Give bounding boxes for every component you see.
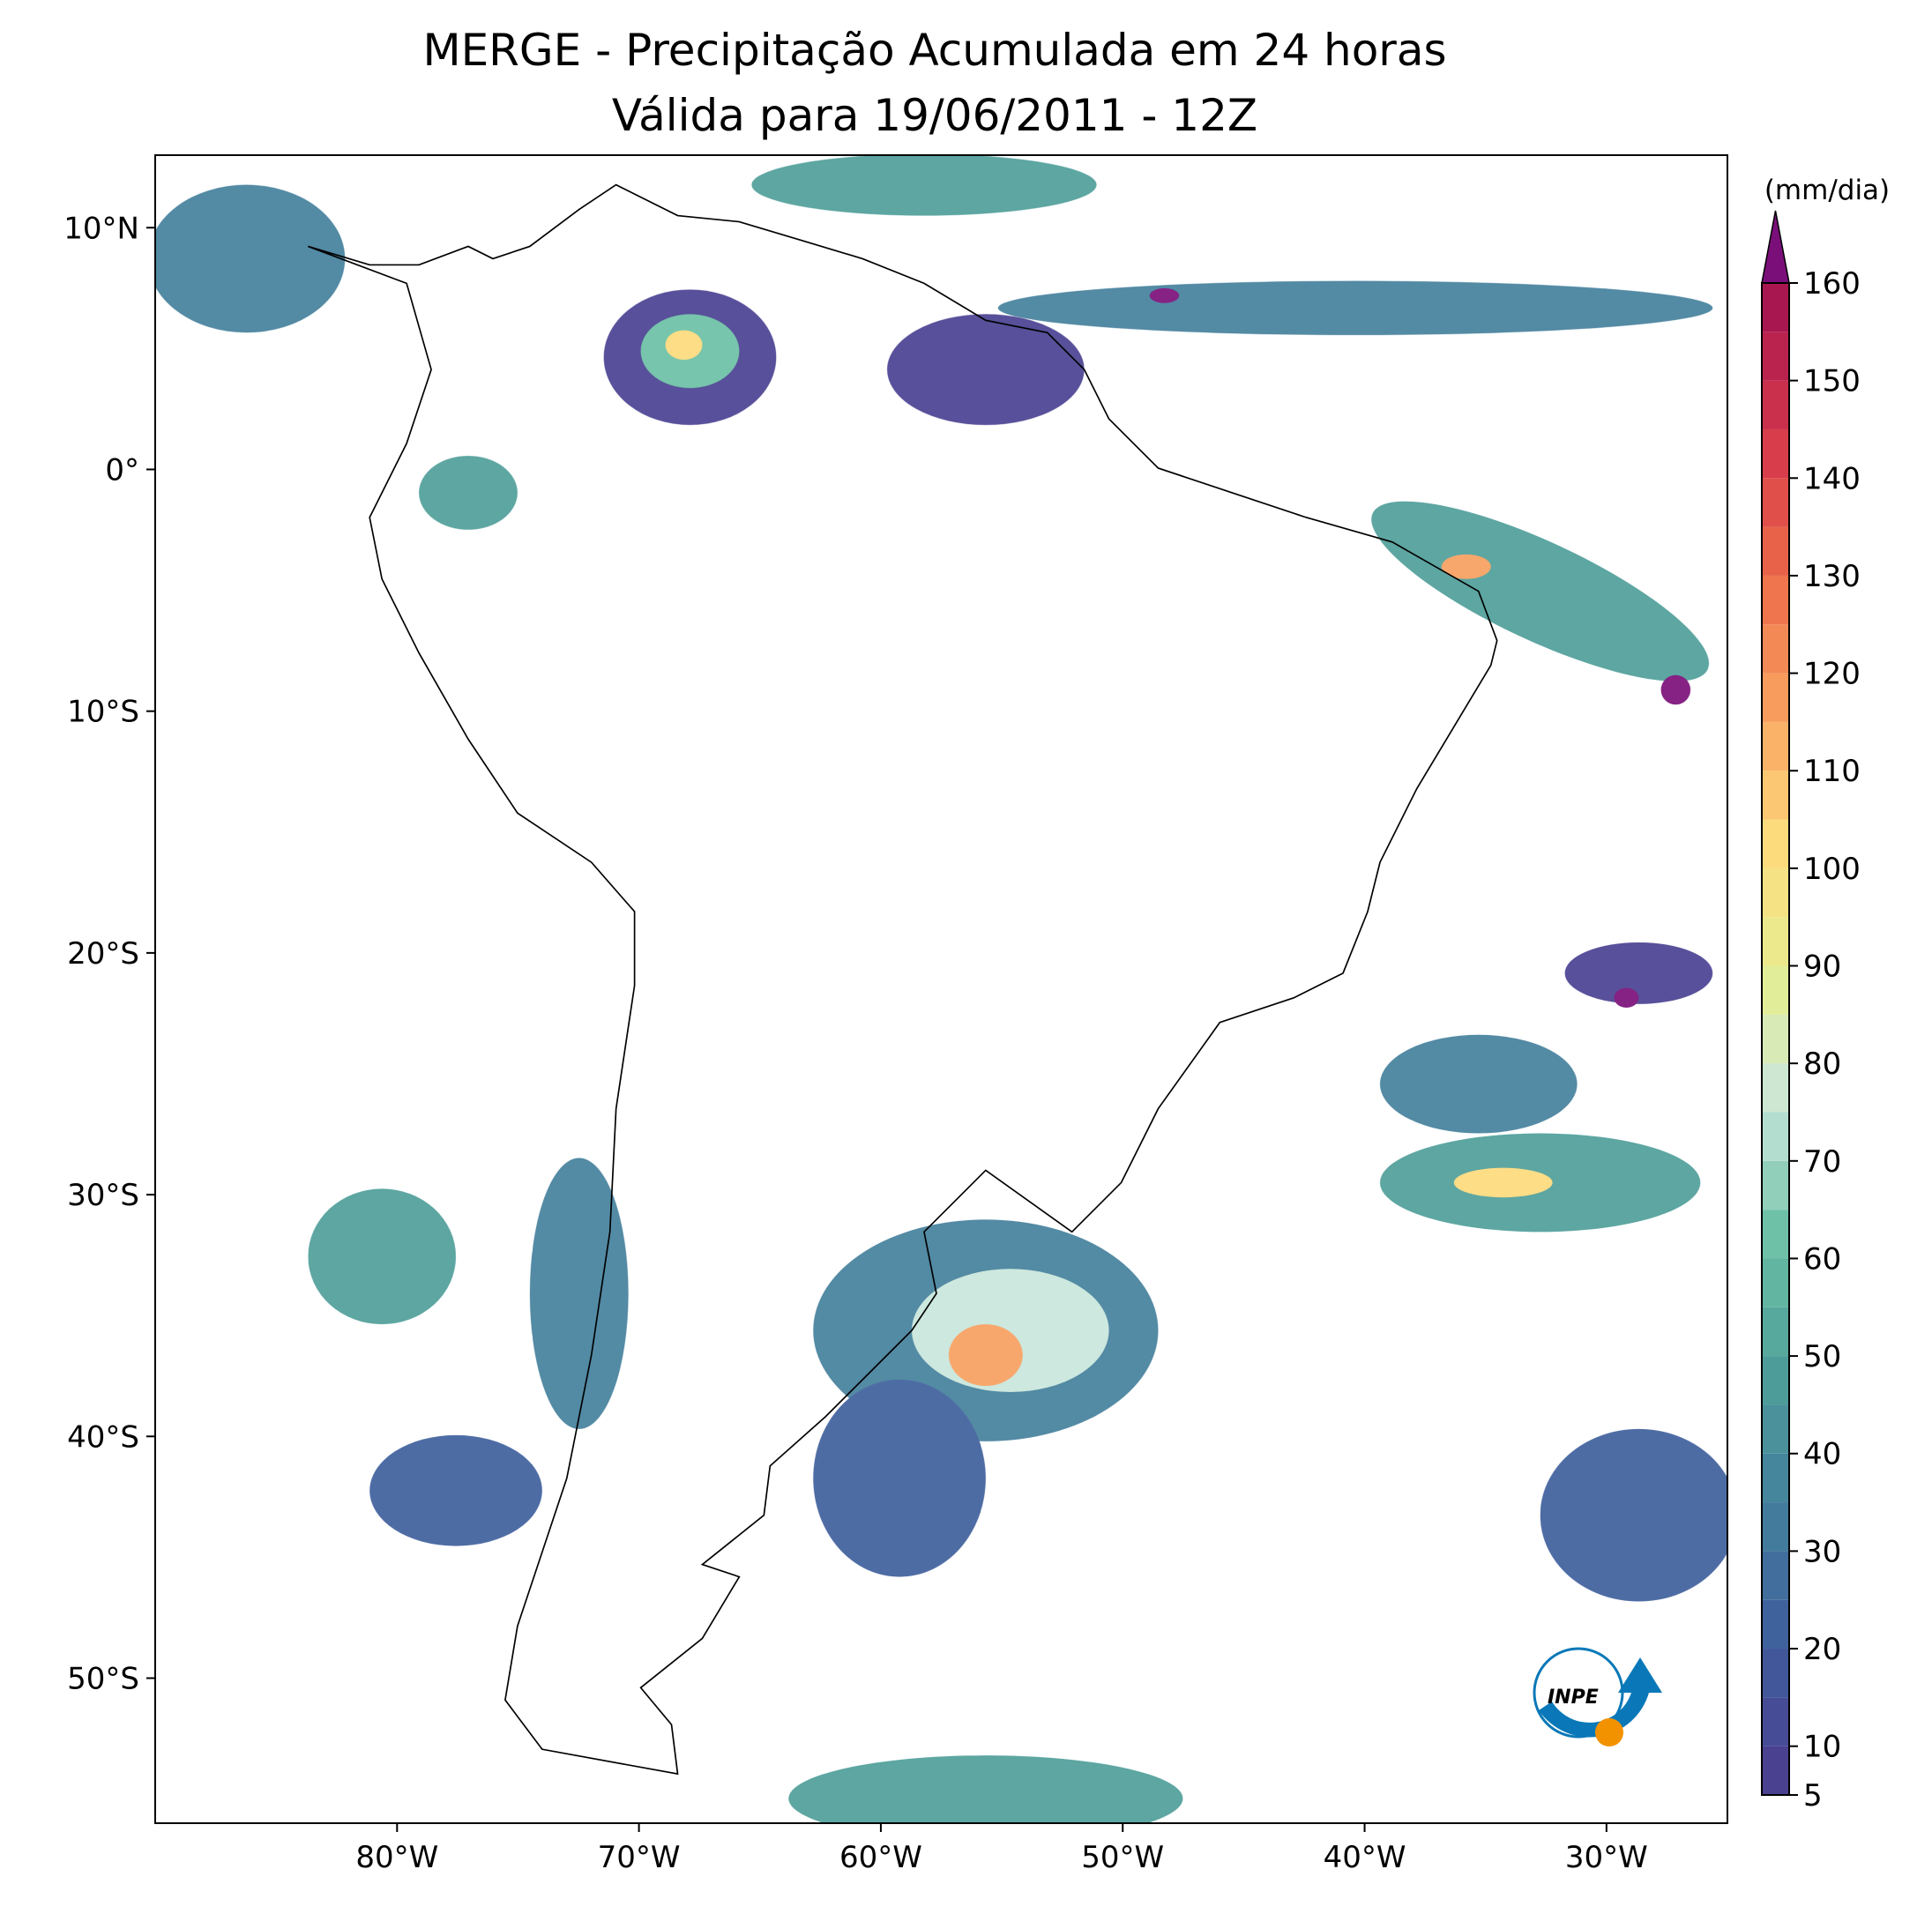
x-tick-label: 30°W — [1565, 1840, 1648, 1875]
y-tick-label: 10°N — [63, 211, 139, 246]
colorbar-label: (mm/dia) — [1764, 175, 1890, 206]
colorbar-band — [1762, 673, 1789, 722]
colorbar-band — [1762, 1356, 1789, 1405]
colorbar-band — [1762, 1112, 1789, 1161]
colorbar-band — [1762, 1502, 1789, 1552]
colorbar-frame — [1761, 282, 1790, 1796]
y-tick-label: 30°S — [67, 1178, 139, 1213]
colorbar-tick-label: 100 — [1803, 852, 1861, 887]
colorbar-tick-label: 110 — [1803, 754, 1861, 789]
precipitation — [155, 155, 1727, 1823]
colorbar-tick-label: 20 — [1803, 1632, 1841, 1667]
colorbar-tick-label: 60 — [1803, 1241, 1841, 1277]
colorbar-band — [1762, 1160, 1789, 1210]
colorbar-tick-label: 160 — [1803, 266, 1861, 302]
colorbar-band — [1762, 575, 1789, 625]
colorbar-band — [1762, 1697, 1789, 1746]
y-tick-label: 50°S — [67, 1661, 139, 1696]
colorbar-tick-label: 140 — [1803, 461, 1861, 496]
x-tick-label: 70°W — [598, 1840, 681, 1875]
colorbar-tick-label: 40 — [1803, 1437, 1841, 1472]
colorbar-band — [1762, 771, 1789, 820]
coastline — [308, 183, 1498, 1776]
colorbar-tick-label: 10 — [1803, 1730, 1841, 1765]
colorbar-band — [1762, 526, 1789, 576]
colorbar-band — [1762, 1014, 1789, 1064]
colorbar-tick-label: 80 — [1803, 1046, 1841, 1082]
colorbar-tick-label: 130 — [1803, 559, 1861, 594]
y-tick-label: 40°S — [67, 1419, 139, 1455]
colorbar-tick-label: 120 — [1803, 657, 1861, 692]
colorbar-band — [1762, 1307, 1789, 1357]
colorbar-tick-label: 90 — [1803, 950, 1841, 985]
title: MERGE - Precipitação Acumulada em 24 hor… — [422, 25, 1446, 76]
colorbar-tick-label: 50 — [1803, 1339, 1841, 1374]
x-tick-label: 50°W — [1081, 1840, 1164, 1875]
colorbar-band — [1762, 917, 1789, 966]
colorbar-band — [1762, 380, 1789, 429]
x-tick-label: 80°W — [355, 1840, 438, 1875]
colorbar-band — [1762, 1649, 1789, 1698]
colorbar-band — [1762, 1404, 1789, 1454]
colorbar-band — [1762, 1746, 1789, 1795]
colorbar-tick-label: 150 — [1803, 364, 1861, 399]
y-tick-label: 20°S — [67, 936, 139, 972]
colorbar-band — [1762, 1210, 1789, 1259]
logo-text: INPE — [1548, 1687, 1599, 1709]
map-area — [155, 155, 1727, 1823]
x-tick-label: 40°W — [1324, 1840, 1406, 1875]
x-tick-label: 60°W — [839, 1840, 922, 1875]
y-tick-label: 0° — [105, 452, 139, 488]
colorbar-extension — [1761, 210, 1790, 284]
colorbar-band — [1762, 819, 1789, 868]
colorbar-band — [1762, 965, 1789, 1015]
colorbar-band — [1762, 721, 1789, 771]
colorbar-band — [1762, 1258, 1789, 1307]
colorbar-band — [1762, 624, 1789, 674]
colorbar-band — [1762, 1453, 1789, 1503]
colorbar-tick-label: 5 — [1803, 1778, 1823, 1813]
logo: INPE — [1533, 1647, 1662, 1746]
colorbar-band — [1762, 331, 1789, 381]
map-frame — [154, 154, 1728, 1824]
subtitle: Válida para 19/06/2011 - 12Z — [612, 90, 1257, 141]
colorbar-band — [1762, 1063, 1789, 1113]
colorbar-tick-label: 70 — [1803, 1144, 1841, 1180]
y-tick-label: 10°S — [67, 695, 139, 730]
colorbar-band — [1762, 1551, 1789, 1600]
colorbar-band — [1762, 868, 1789, 918]
colorbar-tick-label: 30 — [1803, 1534, 1841, 1569]
colorbar-band — [1762, 283, 1789, 332]
colorbar-band — [1762, 428, 1789, 479]
colorbar-band — [1762, 478, 1789, 527]
colorbar-band — [1762, 1599, 1789, 1650]
